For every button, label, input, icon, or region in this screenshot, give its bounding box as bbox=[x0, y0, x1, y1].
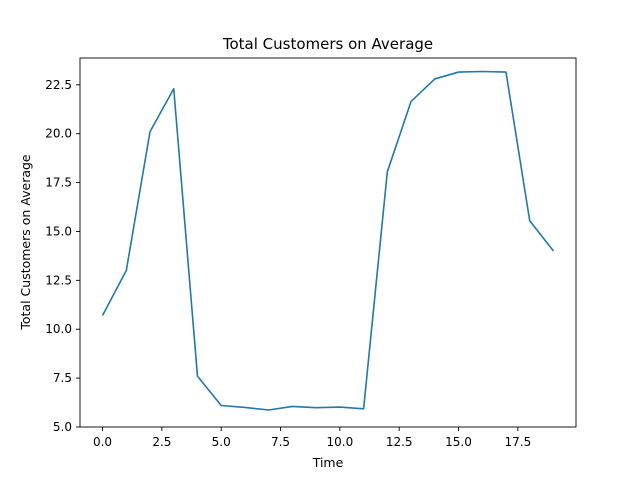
series-line-0 bbox=[101, 70, 555, 411]
y-tick-label: 10.0 bbox=[45, 322, 72, 336]
y-axis: 5.0 7.5 10.0 12.5 15.0 17.5 20.0 22.5 bbox=[45, 78, 80, 434]
y-tick-label: 17.5 bbox=[45, 176, 72, 190]
y-tick-label: 22.5 bbox=[45, 78, 72, 92]
x-axis-label: Time bbox=[312, 455, 344, 470]
y-tick-label: 5.0 bbox=[53, 420, 72, 434]
x-tick-label: 7.5 bbox=[271, 435, 290, 449]
x-axis: 0.0 2.5 5.0 7.5 10.0 12.5 15.0 17.5 bbox=[93, 427, 531, 449]
y-tick-label: 15.0 bbox=[45, 224, 72, 238]
plot-frame bbox=[79, 57, 577, 428]
y-tick-label: 12.5 bbox=[45, 273, 72, 287]
plot-area bbox=[79, 57, 577, 428]
chart-title: Total Customers on Average bbox=[222, 35, 433, 53]
x-tick-label: 10.0 bbox=[327, 435, 354, 449]
x-tick-label: 2.5 bbox=[152, 435, 171, 449]
y-tick-label: 20.0 bbox=[45, 127, 72, 141]
x-tick-label: 15.0 bbox=[445, 435, 472, 449]
y-axis-label: Total Customers on Average bbox=[18, 154, 33, 331]
x-tick-label: 12.5 bbox=[386, 435, 413, 449]
x-tick-label: 5.0 bbox=[212, 435, 231, 449]
x-tick-label: 17.5 bbox=[504, 435, 531, 449]
y-tick-label: 7.5 bbox=[53, 371, 72, 385]
x-tick-label: 0.0 bbox=[93, 435, 112, 449]
